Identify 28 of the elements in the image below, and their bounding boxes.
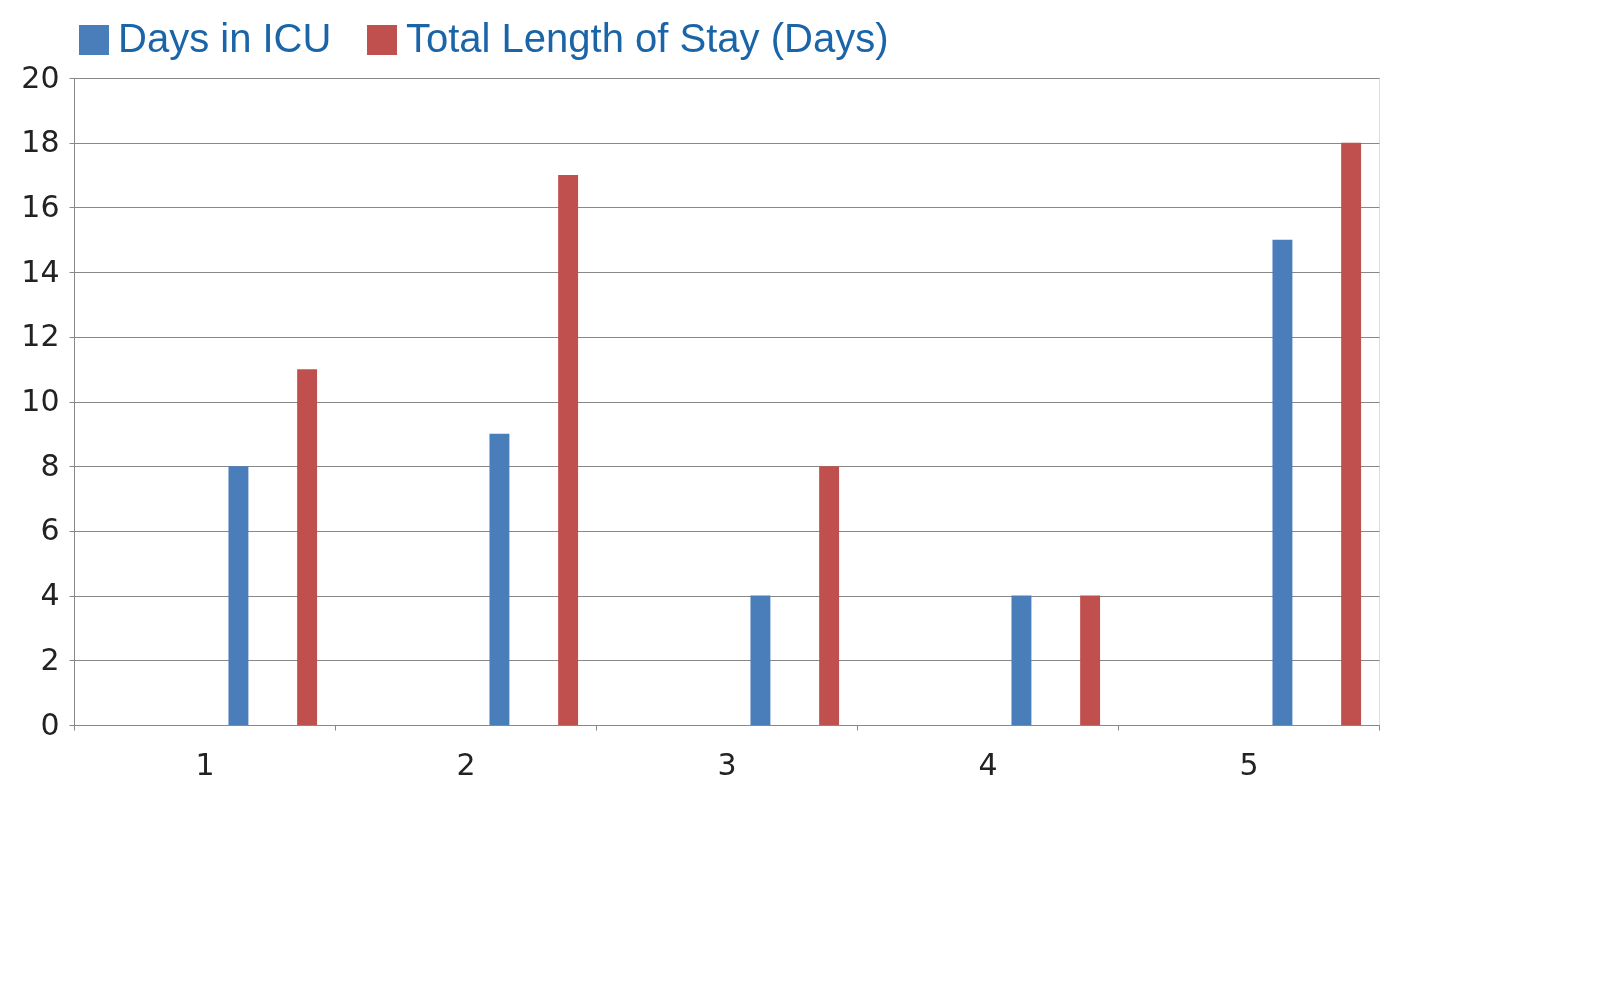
y-tick-label: 8 xyxy=(40,447,60,483)
y-tick-label: 0 xyxy=(40,706,60,742)
y-tick-label: 4 xyxy=(40,577,60,613)
y-tick-label: 16 xyxy=(21,188,60,224)
bar xyxy=(1080,595,1101,725)
bar xyxy=(750,595,771,725)
bar xyxy=(228,466,249,725)
x-tick-label: 4 xyxy=(978,746,998,782)
legend-label: Total Length of Stay (Days) xyxy=(406,16,889,60)
bar xyxy=(819,466,840,725)
y-tick-label: 18 xyxy=(21,124,60,160)
bar xyxy=(1272,239,1293,725)
bar xyxy=(1011,595,1032,725)
legend-label: Days in ICU xyxy=(118,16,332,60)
x-tick-label: 1 xyxy=(195,746,215,782)
x-tick-label: 3 xyxy=(717,746,737,782)
bar xyxy=(297,369,318,725)
x-tick-label: 5 xyxy=(1239,746,1259,782)
y-tick-label: 2 xyxy=(40,641,60,677)
y-tick-label: 10 xyxy=(21,383,60,418)
y-tick-label: 12 xyxy=(21,318,60,354)
bar xyxy=(1341,142,1362,725)
bar xyxy=(489,433,510,725)
y-tick-label: 6 xyxy=(40,512,60,548)
bar xyxy=(558,175,579,725)
y-tick-label: 14 xyxy=(21,253,60,289)
x-tick-label: 2 xyxy=(456,746,476,782)
y-tick-label: 20 xyxy=(21,59,60,95)
